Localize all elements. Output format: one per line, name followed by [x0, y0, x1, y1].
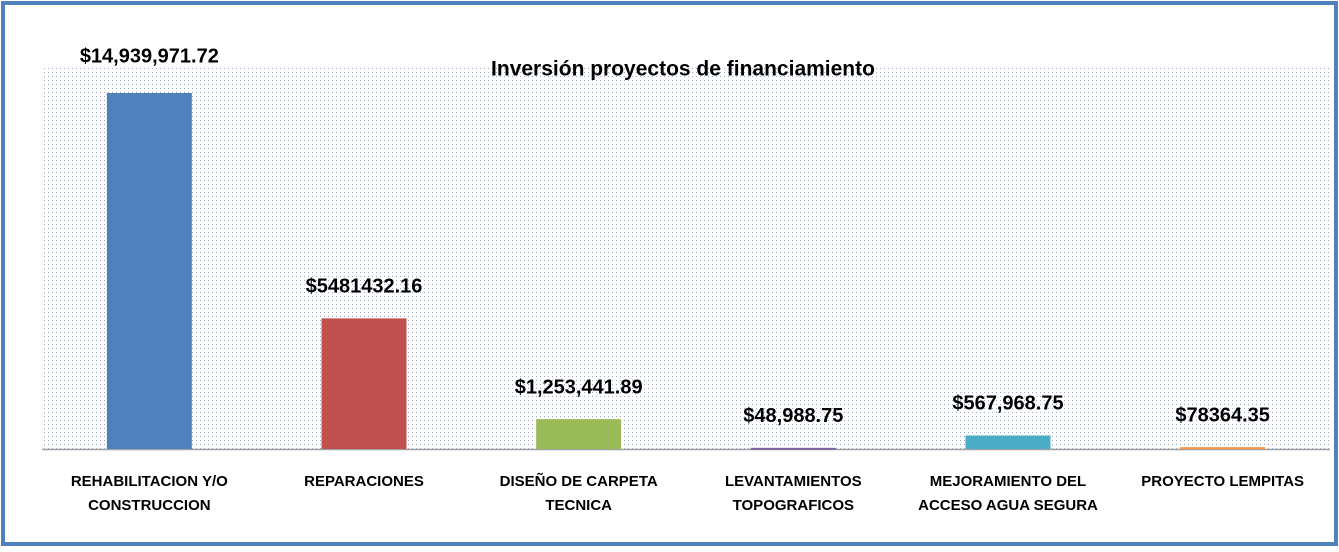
value-label: $1,253,441.89	[515, 376, 643, 398]
x-tick-label: CONSTRUCCION	[88, 497, 211, 514]
x-tick-label: DISEÑO DE CARPETA	[500, 472, 658, 490]
x-tick-label: LEVANTAMIENTOS	[725, 473, 862, 490]
x-tick-label: PROYECTO LEMPITAS	[1141, 473, 1304, 490]
x-tick-label: TECNICA	[545, 497, 612, 514]
x-tick-label: REHABILITACION Y/O	[71, 473, 228, 490]
plot-area	[42, 65, 1330, 449]
value-label: $567,968.75	[952, 393, 1063, 415]
x-tick-label: TOPOGRAFICOS	[733, 497, 854, 514]
bar	[106, 93, 192, 449]
bar	[321, 318, 407, 449]
value-label: $14,939,971.72	[80, 45, 219, 67]
value-label: $78364.35	[1175, 404, 1270, 426]
x-tick-label: ACCESO AGUA SEGURA	[918, 497, 1098, 514]
bar	[536, 419, 622, 449]
value-label: $5481432.16	[306, 276, 423, 298]
x-tick-label: REPARACIONES	[304, 473, 424, 490]
bar	[1180, 447, 1266, 450]
chart-title: Inversión proyectos de financiamiento	[491, 58, 875, 81]
bar	[750, 447, 836, 450]
x-tick-label: MEJORAMIENTO DEL	[930, 473, 1086, 490]
bar	[965, 435, 1051, 449]
value-label: $48,988.75	[743, 405, 843, 427]
